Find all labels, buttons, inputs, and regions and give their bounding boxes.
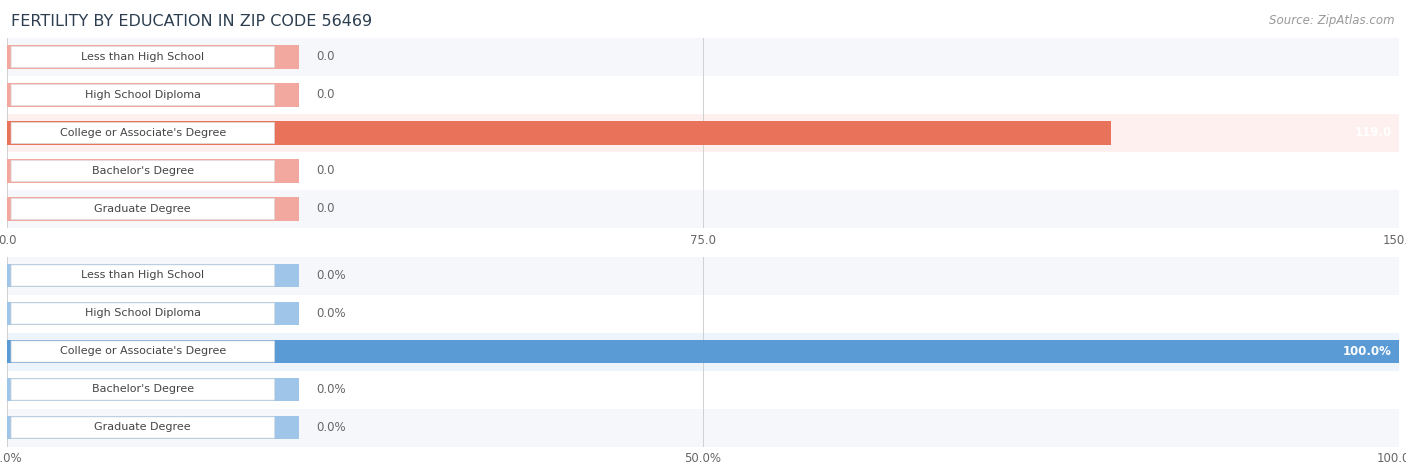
Bar — [7, 83, 299, 107]
Bar — [7, 416, 299, 439]
Bar — [7, 332, 1399, 371]
Bar — [7, 197, 299, 221]
Text: High School Diploma: High School Diploma — [84, 308, 201, 319]
FancyBboxPatch shape — [11, 199, 274, 219]
Bar — [7, 294, 1399, 332]
Bar — [7, 302, 299, 325]
Bar — [7, 378, 299, 401]
Bar — [7, 121, 1111, 145]
Text: Bachelor's Degree: Bachelor's Degree — [91, 384, 194, 395]
Bar — [7, 408, 1399, 446]
FancyBboxPatch shape — [11, 303, 274, 324]
Bar — [7, 264, 299, 287]
Text: FERTILITY BY EDUCATION IN ZIP CODE 56469: FERTILITY BY EDUCATION IN ZIP CODE 56469 — [11, 14, 373, 29]
FancyBboxPatch shape — [11, 47, 274, 67]
Bar — [7, 152, 1399, 190]
Text: 0.0%: 0.0% — [316, 421, 346, 434]
Bar — [7, 340, 1399, 363]
Bar — [7, 76, 1399, 114]
Text: 0.0%: 0.0% — [316, 269, 346, 282]
FancyBboxPatch shape — [11, 161, 274, 181]
Text: Less than High School: Less than High School — [82, 52, 204, 62]
Bar — [7, 190, 1399, 228]
Text: College or Associate's Degree: College or Associate's Degree — [59, 346, 226, 357]
Text: 0.0: 0.0 — [316, 50, 335, 64]
FancyBboxPatch shape — [11, 341, 274, 362]
Text: Less than High School: Less than High School — [82, 270, 204, 281]
Bar — [7, 114, 1399, 152]
Bar — [7, 38, 1399, 76]
FancyBboxPatch shape — [11, 417, 274, 438]
Text: Graduate Degree: Graduate Degree — [94, 422, 191, 433]
FancyBboxPatch shape — [11, 379, 274, 400]
Bar — [7, 370, 1399, 408]
Text: College or Associate's Degree: College or Associate's Degree — [59, 128, 226, 138]
FancyBboxPatch shape — [11, 123, 274, 143]
Text: 119.0: 119.0 — [1355, 126, 1392, 140]
FancyBboxPatch shape — [11, 265, 274, 286]
Text: 0.0: 0.0 — [316, 164, 335, 178]
Bar — [7, 256, 1399, 294]
Text: 0.0: 0.0 — [316, 202, 335, 216]
Text: 0.0%: 0.0% — [316, 307, 346, 320]
Text: 0.0%: 0.0% — [316, 383, 346, 396]
FancyBboxPatch shape — [11, 85, 274, 105]
Text: High School Diploma: High School Diploma — [84, 90, 201, 100]
Text: Source: ZipAtlas.com: Source: ZipAtlas.com — [1270, 14, 1395, 27]
Text: 100.0%: 100.0% — [1343, 345, 1392, 358]
Bar — [7, 159, 299, 183]
Text: Bachelor's Degree: Bachelor's Degree — [91, 166, 194, 176]
Text: Graduate Degree: Graduate Degree — [94, 204, 191, 214]
Bar — [7, 45, 299, 69]
Text: 0.0: 0.0 — [316, 88, 335, 102]
